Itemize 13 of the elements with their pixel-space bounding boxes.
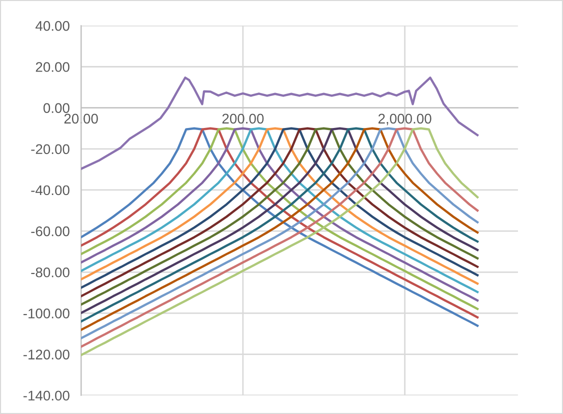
y-tick-label: 40.00: [36, 21, 70, 31]
x-tick-label: 200.00: [222, 114, 264, 124]
y-tick-label: 0.00: [43, 103, 70, 113]
y-tick-label: -60.00: [31, 226, 70, 236]
y-tick-label: -20.00: [31, 144, 70, 154]
x-tick-label: 20.00: [64, 114, 98, 124]
y-tick-label: -80.00: [31, 267, 70, 278]
y-tick-label: -140.00: [23, 390, 70, 401]
y-tick-label: 20.00: [36, 62, 70, 72]
y-tick-label: -40.00: [31, 185, 70, 196]
y-tick-label: -120.00: [23, 350, 70, 360]
y-tick-label: -100.00: [23, 308, 70, 318]
x-tick-label: 2,000.00: [378, 114, 432, 126]
